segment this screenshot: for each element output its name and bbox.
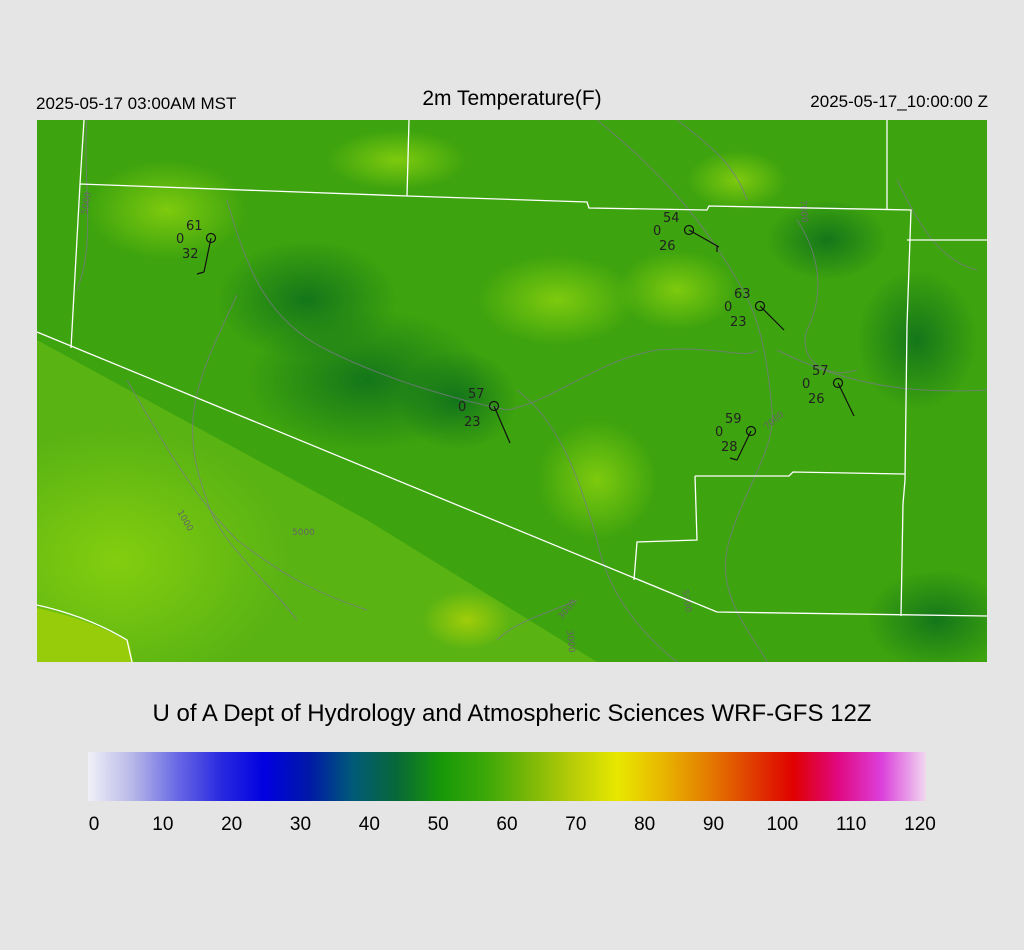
- station-circle: [683, 224, 695, 236]
- state-border: [37, 331, 987, 617]
- station-circle: [745, 425, 757, 437]
- colorbar-tick-label: 70: [565, 814, 587, 835]
- station-temperature: 59: [725, 412, 742, 427]
- station-dewpoint: 23: [730, 315, 747, 330]
- station-temperature: 57: [812, 364, 829, 379]
- wind-barb: [196, 237, 212, 275]
- station-temperature: 63: [734, 287, 751, 302]
- colorbar-tick-label: 60: [496, 814, 518, 835]
- wind-barb: [837, 382, 855, 417]
- station-pressure-value: 0: [724, 300, 732, 315]
- colorbar-ticks: 0 10 20 30 40 50 60 70 80 90 100 110 120: [0, 814, 1024, 838]
- model-credit: U of A Dept of Hydrology and Atmospheric…: [152, 700, 872, 727]
- station-dewpoint: 26: [659, 239, 676, 254]
- colorbar-tick-label: 20: [221, 814, 243, 835]
- colorbar-tick-label: 100: [766, 814, 799, 835]
- station-pressure-value: 0: [653, 224, 661, 239]
- wind-barb: [759, 305, 785, 331]
- colorbar-tick-label: 30: [289, 814, 312, 835]
- state-boundaries: [37, 120, 987, 662]
- wind-barb: [729, 430, 752, 461]
- station-temperature: 61: [186, 219, 203, 234]
- terrain-contours: [76, 120, 987, 662]
- colorbar-tick-label: 110: [836, 814, 867, 835]
- station-pressure-value: 0: [715, 425, 723, 440]
- contour-label: 5000: [292, 528, 315, 538]
- county-line: [406, 120, 410, 197]
- colorbar-tick-label: 10: [152, 814, 174, 835]
- temperature-map: 1000 3000 3000 5000 5000 5000 7000 7000 …: [37, 120, 987, 662]
- station-dewpoint: 23: [464, 415, 481, 430]
- county-line: [79, 183, 912, 617]
- colorbar-tick-label: 40: [358, 814, 380, 835]
- station-temperature: 54: [663, 211, 680, 226]
- valid-time-label: 2025-05-17_10:00:00 Z: [810, 92, 988, 111]
- colorbar-tick-label: 50: [427, 814, 449, 835]
- station-pressure-value: 0: [176, 232, 184, 247]
- county-line: [633, 475, 698, 581]
- station-circle: [832, 377, 844, 389]
- map-title: 2m Temperature(F): [422, 87, 602, 110]
- contour-label: 3000: [564, 629, 576, 653]
- station-pressure-value: 0: [458, 400, 466, 415]
- station-circle: [488, 400, 500, 412]
- contour-label: 7000: [797, 199, 809, 223]
- contour-label: 5000: [679, 589, 693, 614]
- colorbar-tick-label: 0: [88, 814, 100, 835]
- temperature-colorbar: [88, 752, 926, 801]
- colorbar-tick-label: 80: [634, 814, 656, 835]
- station-dewpoint: 26: [808, 392, 825, 407]
- county-line: [695, 471, 906, 477]
- contour-label: 5000: [80, 191, 94, 216]
- local-time-label: 2025-05-17 03:00AM MST: [36, 94, 237, 113]
- county-line: [37, 604, 133, 662]
- station-circle: [205, 232, 217, 244]
- station-dewpoint: 28: [721, 440, 738, 455]
- wind-barb: [493, 405, 511, 444]
- hot-corner-zone: [37, 608, 133, 662]
- station-temperature: 57: [468, 387, 485, 402]
- station-circle: [754, 300, 766, 312]
- colorbar-tick-label: 120: [904, 814, 936, 835]
- station-dewpoint: 32: [182, 247, 199, 262]
- wind-barb: [688, 229, 720, 252]
- colorbar-tick-label: 90: [702, 814, 725, 835]
- station-pressure-value: 0: [802, 377, 810, 392]
